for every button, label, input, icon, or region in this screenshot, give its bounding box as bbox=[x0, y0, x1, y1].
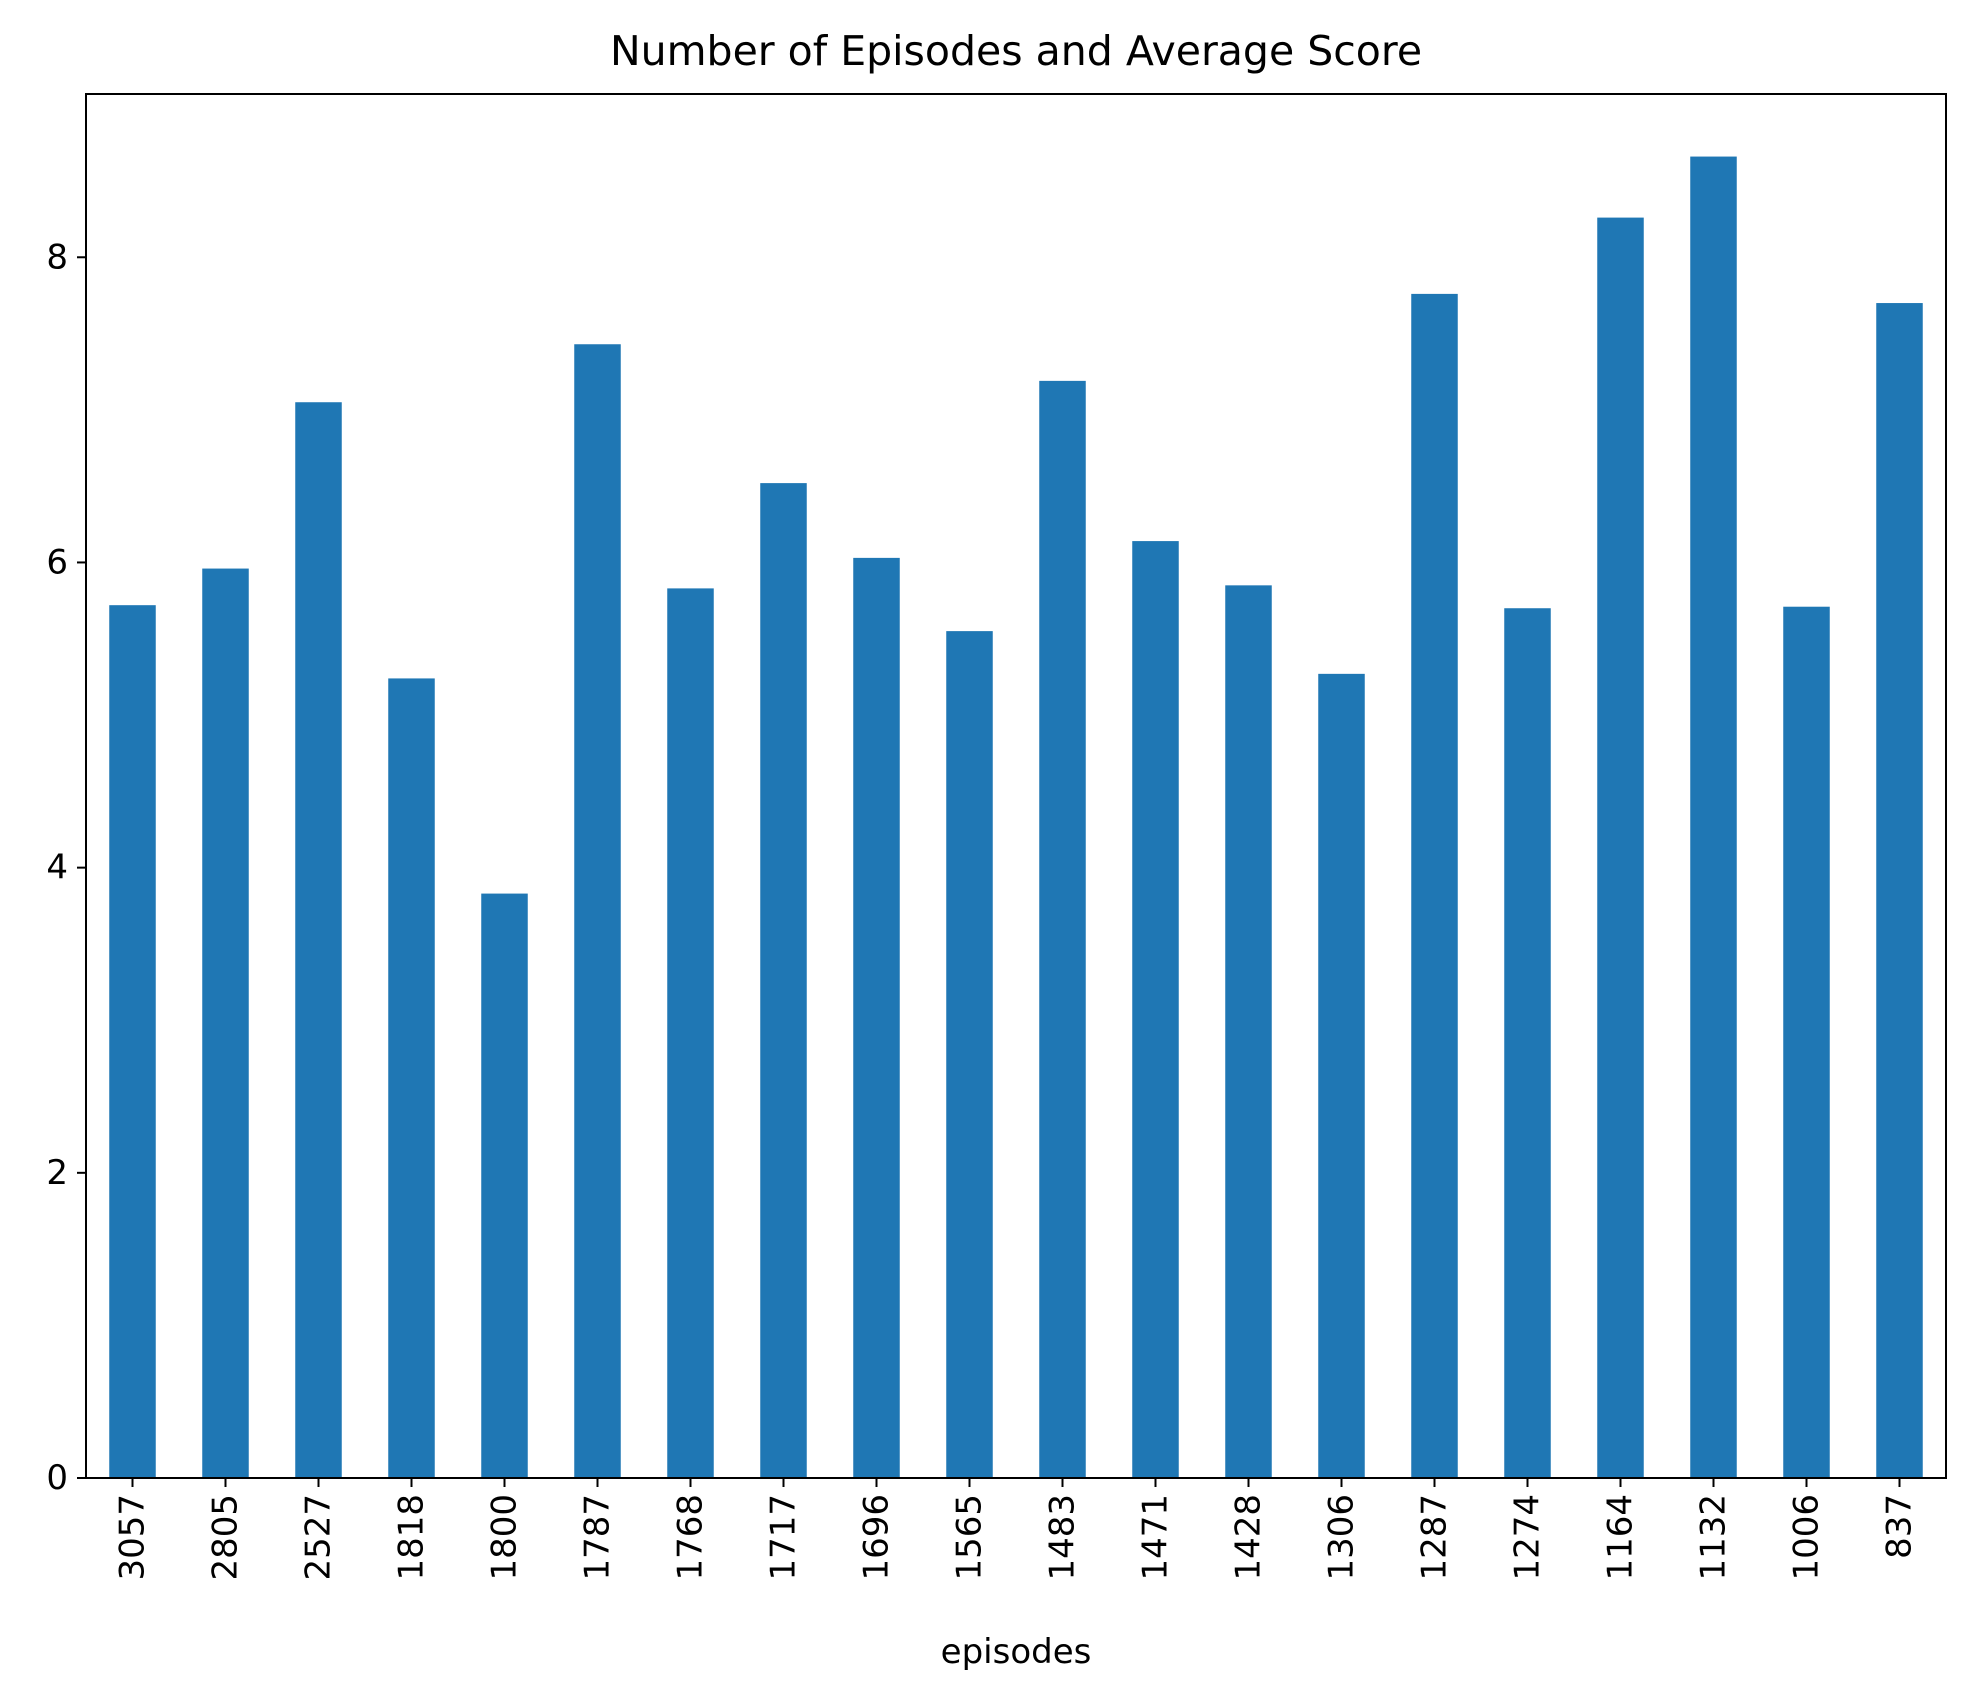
bar-1287 bbox=[1411, 293, 1458, 1478]
x-tick-label: 3057 bbox=[113, 1494, 153, 1581]
x-tick-label: 1696 bbox=[857, 1494, 897, 1581]
bar-1565 bbox=[946, 631, 993, 1478]
x-tick-label: 1565 bbox=[950, 1494, 990, 1581]
bar-1717 bbox=[760, 483, 807, 1478]
x-tick-label: 1132 bbox=[1694, 1494, 1734, 1581]
x-tick-label: 1818 bbox=[392, 1494, 432, 1581]
x-axis-label: episodes bbox=[941, 1632, 1092, 1672]
x-tick-label: 1274 bbox=[1508, 1494, 1548, 1581]
y-tick-label: 2 bbox=[46, 1153, 68, 1193]
y-tick-label: 0 bbox=[46, 1458, 68, 1498]
x-tick-label: 1717 bbox=[764, 1494, 804, 1581]
bar-3057 bbox=[109, 605, 156, 1478]
x-tick-label: 1006 bbox=[1787, 1494, 1827, 1581]
x-tick-label: 1800 bbox=[485, 1494, 525, 1581]
bars-group bbox=[109, 156, 1923, 1479]
bar-2527 bbox=[295, 402, 342, 1479]
bar-1787 bbox=[574, 344, 621, 1478]
x-tick-label: 1306 bbox=[1322, 1494, 1362, 1581]
bar-1818 bbox=[388, 678, 435, 1478]
y-axis: 0 2 4 6 8 bbox=[46, 237, 86, 1498]
x-tick-label: 2527 bbox=[299, 1494, 339, 1581]
bar-837 bbox=[1876, 303, 1923, 1478]
bar-1483 bbox=[1039, 380, 1086, 1478]
x-tick-label: 1471 bbox=[1136, 1494, 1176, 1581]
bar-1768 bbox=[667, 588, 714, 1478]
y-tick-label: 4 bbox=[46, 848, 68, 888]
x-tick-label: 837 bbox=[1880, 1494, 1920, 1559]
x-axis: 3057 2805 2527 1818 1800 1787 1768 1717 1696 1565… bbox=[113, 1478, 1920, 1581]
x-tick-label: 1428 bbox=[1229, 1494, 1269, 1581]
x-tick-label: 1164 bbox=[1601, 1494, 1641, 1581]
chart-title: Number of Episodes and Average Score bbox=[610, 27, 1422, 75]
plot-area-frame bbox=[85, 93, 1947, 1479]
bar-1800 bbox=[481, 893, 528, 1478]
bar-1274 bbox=[1504, 608, 1551, 1478]
x-tick-label: 2805 bbox=[206, 1494, 246, 1581]
x-tick-label: 1768 bbox=[671, 1494, 711, 1581]
bar-1471 bbox=[1132, 541, 1179, 1478]
x-tick-label: 1787 bbox=[578, 1494, 618, 1581]
y-tick-label: 6 bbox=[46, 542, 68, 582]
x-tick-label: 1287 bbox=[1415, 1494, 1455, 1581]
bar-1164 bbox=[1597, 217, 1644, 1479]
bar-1696 bbox=[853, 557, 900, 1478]
y-tick-label: 8 bbox=[46, 237, 68, 277]
bar-1006 bbox=[1783, 606, 1830, 1478]
bar-1132 bbox=[1690, 156, 1737, 1478]
bar-1428 bbox=[1225, 585, 1272, 1478]
bar-1306 bbox=[1318, 673, 1365, 1478]
bar-2805 bbox=[202, 568, 249, 1478]
x-tick-label: 1483 bbox=[1043, 1494, 1083, 1581]
